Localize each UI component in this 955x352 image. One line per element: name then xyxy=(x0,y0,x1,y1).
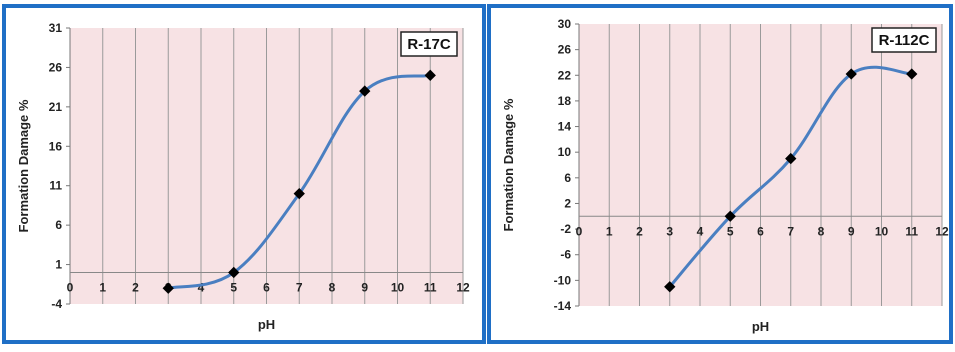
x-tick-label: 5 xyxy=(230,280,237,294)
y-tick-label: 2 xyxy=(564,196,571,210)
chart-panel-r112c: -14 -10 -6 -2 2 6 10 14 18 22 26 30 0 1 2 3 4 5 6 7 8 9 10 11 12… xyxy=(487,4,953,344)
data-point xyxy=(785,152,797,165)
y-tick-label: 11 xyxy=(49,179,62,193)
x-tick-label: 10 xyxy=(391,280,405,294)
data-point xyxy=(724,210,736,222)
y-tick-label: 16 xyxy=(49,139,63,153)
y-tick-label: 18 xyxy=(558,94,572,108)
y-tick-label: 31 xyxy=(49,21,63,35)
x-tick-label: 6 xyxy=(263,280,270,294)
x-tick-label: 12 xyxy=(456,280,470,294)
x-tick-label: 7 xyxy=(787,224,794,238)
x-tick-label: 10 xyxy=(875,224,889,238)
chart-panel-r17c: -41611162126310123456789101112pHFormatio… xyxy=(2,4,486,344)
data-point xyxy=(293,187,305,200)
chart-title: R-17C xyxy=(407,36,451,53)
y-tick-label: 30 xyxy=(558,17,572,31)
y-tick-label: -2 xyxy=(560,222,571,236)
data-point xyxy=(664,281,676,293)
x-tick-label: 12 xyxy=(935,224,949,238)
data-point xyxy=(228,266,240,279)
x-tick-label: 0 xyxy=(67,280,74,294)
y-tick-label: -4 xyxy=(51,297,62,311)
x-tick-label: 4 xyxy=(198,280,205,294)
y-tick-label: -10 xyxy=(554,273,572,287)
x-axis-title: pH xyxy=(752,319,769,334)
x-axis-title: pH xyxy=(258,317,275,332)
y-tick-label: 6 xyxy=(564,171,571,185)
x-tick-label: 11 xyxy=(424,280,437,294)
y-tick-label: -6 xyxy=(560,248,571,262)
x-tick-label: 11 xyxy=(905,224,918,238)
data-point xyxy=(162,282,174,294)
y-axis-title: Formation Damage % xyxy=(501,98,516,231)
chart-title: R-112C xyxy=(879,32,930,49)
x-tick-label: 8 xyxy=(818,224,825,238)
y-tick-label: 26 xyxy=(558,43,572,57)
y-axis-title: Formation Damage % xyxy=(16,99,31,232)
chart-svg: -41611162126310123456789101112pHFormatio… xyxy=(16,21,470,332)
y-tick-label: 22 xyxy=(558,68,572,82)
x-tick-label: 9 xyxy=(848,224,855,238)
y-tick-label: 26 xyxy=(49,60,63,74)
y-tick-label: 6 xyxy=(55,218,62,232)
y-tick-label: 10 xyxy=(558,145,572,159)
x-tick-label: 2 xyxy=(636,224,643,238)
x-tick-label: 5 xyxy=(727,224,734,238)
y-tick-label: 14 xyxy=(558,120,572,134)
x-tick-label: 2 xyxy=(132,280,139,294)
x-tick-label: 4 xyxy=(697,224,704,238)
y-tick-label: -14 xyxy=(554,299,572,313)
x-tick-label: 1 xyxy=(99,280,106,294)
x-tick-label: 7 xyxy=(296,280,303,294)
chart-title-box xyxy=(400,31,458,57)
x-tick-label: 8 xyxy=(329,280,336,294)
x-tick-label: 0 xyxy=(576,224,583,238)
x-tick-label: 6 xyxy=(757,224,764,238)
x-tick-label: 9 xyxy=(361,280,368,294)
x-tick-label: 1 xyxy=(606,224,613,238)
chart-title-box xyxy=(871,27,937,53)
y-tick-label: 1 xyxy=(55,258,62,272)
y-tick-label: 21 xyxy=(49,100,63,114)
x-tick-label: 3 xyxy=(666,224,673,238)
